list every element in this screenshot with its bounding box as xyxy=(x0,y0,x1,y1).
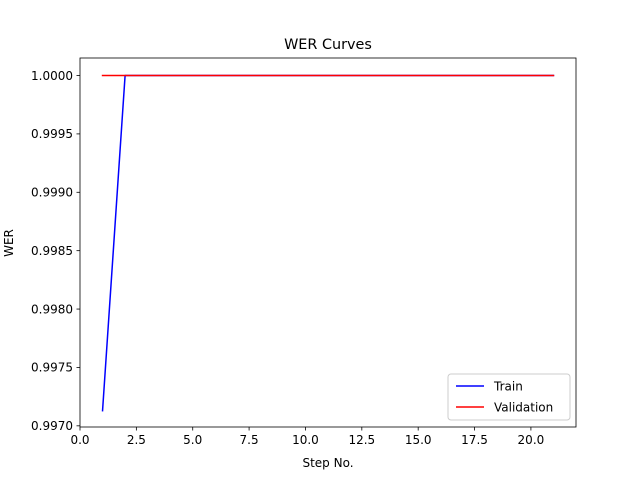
y-tick-label: 0.9985 xyxy=(31,244,73,258)
y-axis-label: WER xyxy=(2,229,16,257)
y-tick-label: 0.9970 xyxy=(31,419,73,433)
y-tick-label: 0.9980 xyxy=(31,302,73,316)
x-tick-label: 15.0 xyxy=(405,433,432,447)
x-tick-label: 17.5 xyxy=(461,433,488,447)
legend-label-validation: Validation xyxy=(494,400,553,414)
chart-title: WER Curves xyxy=(284,37,372,53)
x-tick-label: 7.5 xyxy=(240,433,259,447)
legend-label-train: Train xyxy=(493,379,523,393)
x-tick-label: 20.0 xyxy=(518,433,545,447)
x-tick-label: 2.5 xyxy=(127,433,146,447)
axes-frame xyxy=(79,57,577,428)
x-tick-label: 12.5 xyxy=(348,433,375,447)
x-tick-label: 5.0 xyxy=(183,433,202,447)
x-axis-label: Step No. xyxy=(302,456,353,470)
y-tick-label: 0.9975 xyxy=(31,361,73,375)
plot-area: 0.0 2.5 5.0 7.5 10.0 12.5 15.0 17.5 20.0 0.9970 0.… xyxy=(31,57,577,447)
y-tick-label: 0.9995 xyxy=(31,127,73,141)
x-tick-label: 0.0 xyxy=(70,433,89,447)
legend: Train Validation xyxy=(447,373,571,421)
y-tick-label: 0.9990 xyxy=(31,186,73,200)
x-tick-label: 10.0 xyxy=(292,433,319,447)
y-tick-label: 1.0000 xyxy=(31,69,73,83)
